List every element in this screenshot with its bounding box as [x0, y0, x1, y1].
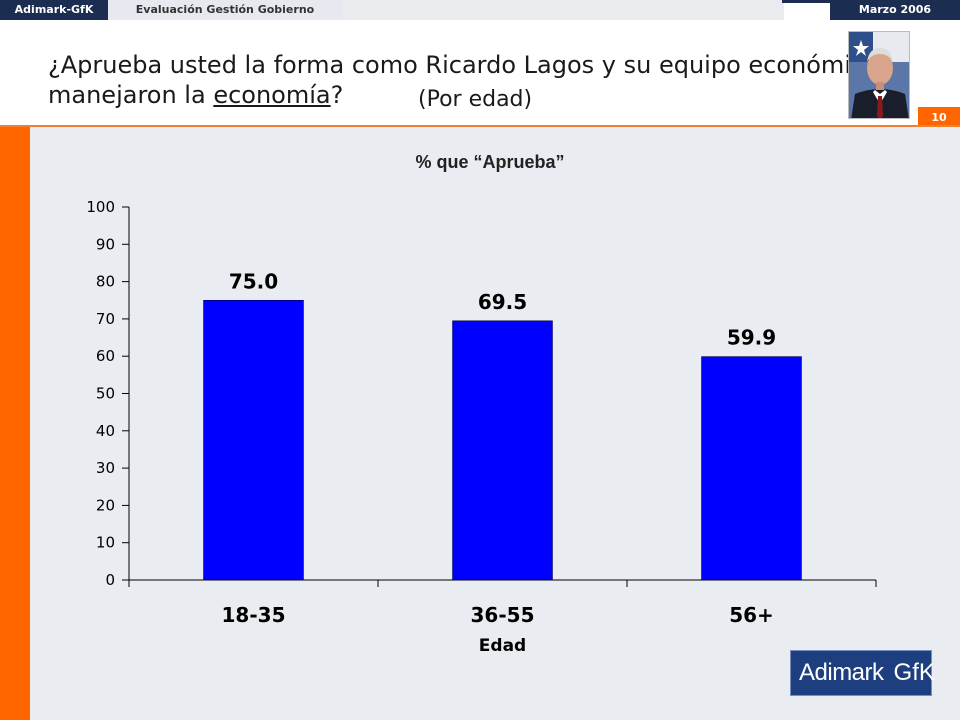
title-line-2: manejaron la economía? — [48, 80, 848, 110]
portrait-image — [849, 32, 909, 118]
y-tick-label: 70 — [96, 310, 115, 328]
y-tick-label: 0 — [105, 571, 115, 589]
logo-text-gfk: GfK — [893, 659, 935, 686]
header-strip — [342, 0, 784, 20]
portrait-photo — [848, 31, 910, 119]
slide-subtitle: (Por edad) — [418, 87, 533, 112]
date-tag: Marzo 2006 — [830, 0, 960, 20]
y-tick-label: 60 — [96, 347, 115, 365]
bar-value-label: 75.0 — [229, 269, 278, 293]
x-category-label: 18-35 — [222, 603, 286, 627]
y-tick-label: 90 — [96, 235, 115, 253]
title-line-1: ¿Aprueba usted la forma como Ricardo Lag… — [48, 51, 879, 79]
chart-title: % que “Aprueba” — [415, 152, 565, 172]
bar — [203, 300, 304, 581]
top-bar: Adimark-GfK Evaluación Gestión Gobierno … — [0, 0, 960, 20]
section-tag: Evaluación Gestión Gobierno — [108, 0, 342, 20]
x-axis-title: Edad — [479, 636, 526, 656]
brand-tag: Adimark-GfK — [0, 0, 108, 20]
y-tick-label: 10 — [96, 534, 115, 552]
adimark-gfk-logo: Adimark GfK — [790, 650, 935, 696]
y-tick-label: 80 — [96, 273, 115, 291]
y-tick-label: 20 — [96, 496, 115, 514]
title-underlined-word: economía — [213, 81, 331, 109]
bar — [701, 356, 802, 581]
y-tick-label: 30 — [96, 459, 115, 477]
y-tick-label: 50 — [96, 385, 115, 403]
side-accent-bar — [0, 127, 30, 720]
slide-title: ¿Aprueba usted la forma como Ricardo Lag… — [48, 50, 879, 110]
x-category-label: 56+ — [729, 603, 774, 627]
bar — [452, 320, 553, 581]
y-tick-label: 100 — [86, 198, 115, 216]
header-accent — [782, 0, 830, 3]
bar-value-label: 69.5 — [478, 290, 527, 314]
y-tick-label: 40 — [96, 422, 115, 440]
title-divider — [0, 125, 960, 127]
title-line-2-prefix: manejaron la — [48, 81, 214, 109]
logo-text-adimark: Adimark — [799, 659, 884, 686]
x-category-label: 36-55 — [471, 603, 535, 627]
page-number: 10 — [918, 107, 960, 127]
bar-value-label: 59.9 — [727, 326, 776, 350]
title-line-2-suffix: ? — [330, 81, 344, 109]
